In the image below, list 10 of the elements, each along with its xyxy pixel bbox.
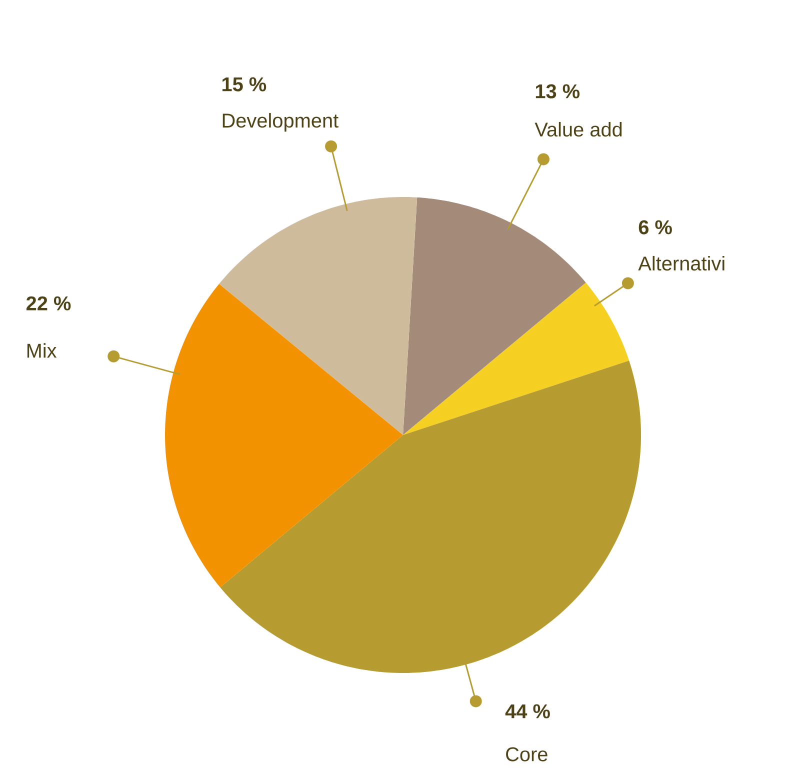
slice-label: Value add: [534, 122, 622, 137]
slice-label: Core: [506, 747, 548, 762]
data-label: 6 %: [638, 220, 672, 234]
slice-label: Alternativi: [638, 256, 724, 271]
slice-label: Development: [222, 113, 338, 132]
data-label: 15 %: [222, 77, 266, 92]
data-label: 22 %: [26, 296, 71, 310]
data-label: 13 %: [536, 84, 580, 98]
data-label: 44 %: [505, 704, 550, 718]
slice-label: Mix: [27, 343, 57, 358]
